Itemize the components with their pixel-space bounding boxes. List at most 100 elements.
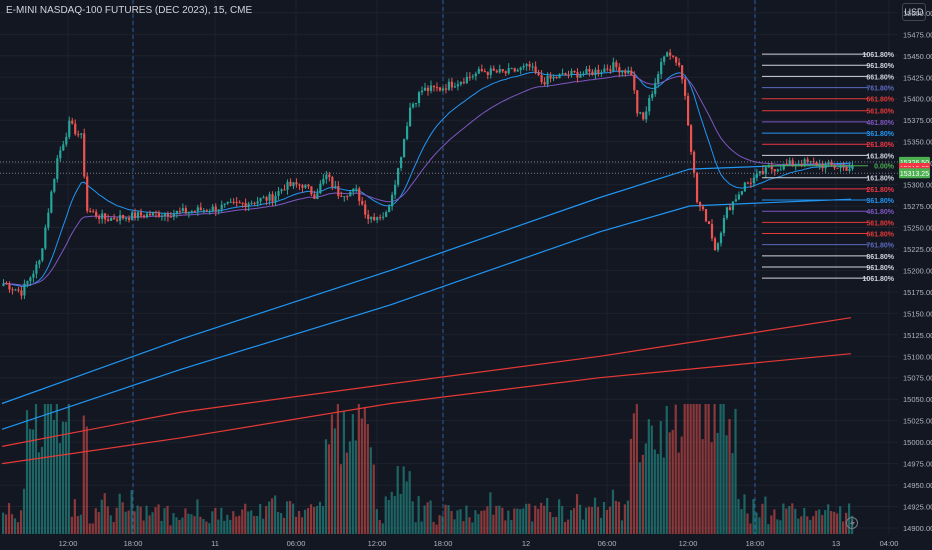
candle-body	[11, 289, 14, 291]
candle-body	[157, 212, 161, 217]
candle-body	[259, 198, 262, 202]
candle-body	[689, 125, 693, 152]
y-axis-tick-label: 15500.00	[903, 9, 932, 18]
candle-body	[591, 71, 594, 76]
x-axis-tick-label: 18:00	[124, 539, 143, 548]
volume-bar	[498, 505, 501, 534]
volume-bar	[737, 499, 740, 534]
fibonacci-level-label: 761.80%	[866, 243, 894, 250]
volume-bar	[740, 509, 743, 534]
symbol-title: E-MINI NASDAQ-100 FUTURES (DEC 2023), 15…	[6, 5, 253, 16]
candle-body	[630, 70, 633, 76]
volume-bar	[31, 429, 35, 534]
candle-body	[549, 75, 552, 79]
candle-body	[558, 74, 561, 79]
volume-bar	[7, 503, 11, 534]
volume-bar	[318, 501, 322, 534]
candle-body	[633, 75, 636, 91]
volume-bar	[85, 426, 88, 534]
fibonacci-level-label: 661.80%	[866, 232, 894, 239]
currency-button[interactable]: USD	[902, 3, 926, 21]
y-axis-tick-label: 15050.00	[903, 395, 932, 404]
volume-bar	[151, 512, 154, 534]
volume-bar	[797, 518, 800, 534]
candle-body	[77, 134, 80, 136]
candle-body	[761, 171, 764, 175]
volume-bar	[812, 516, 815, 534]
volume-bar	[145, 505, 148, 534]
candle-body	[92, 211, 95, 213]
volume-bar	[501, 507, 504, 534]
volume-bar	[363, 408, 366, 534]
y-axis-tick-label: 15425.00	[903, 73, 932, 82]
candle-body	[205, 210, 208, 212]
volume-bar	[429, 500, 432, 534]
volume-bar	[277, 511, 280, 534]
volume-bar	[4, 514, 8, 534]
y-axis-tick-label: 15350.00	[903, 138, 932, 147]
volume-bar	[522, 508, 525, 534]
candle-body	[519, 67, 522, 70]
candle-body	[382, 216, 385, 218]
volume-bar	[351, 414, 354, 534]
candle-body	[397, 168, 400, 185]
fibonacci-level-label: 661.80%	[866, 97, 894, 104]
volume-bar	[432, 521, 435, 534]
fibonacci-level-label: 861.80%	[866, 254, 894, 261]
candle-body	[226, 202, 229, 204]
volume-bar	[468, 517, 471, 534]
volume-bar	[722, 404, 725, 534]
candle-body	[426, 87, 430, 91]
volume-bar	[543, 505, 546, 534]
candle-body	[498, 69, 501, 73]
candle-body	[770, 166, 773, 170]
volume-bar	[555, 516, 558, 534]
volume-bar	[157, 504, 160, 534]
candle-body	[113, 217, 116, 220]
volume-bar	[513, 508, 516, 534]
y-axis-tick-label: 14900.00	[903, 524, 932, 533]
candle-body	[124, 218, 128, 220]
candle-body	[579, 74, 582, 78]
candle-body	[692, 151, 696, 173]
volume-bar	[683, 404, 686, 534]
volume-bar	[629, 438, 632, 534]
candle-body	[199, 207, 202, 211]
y-axis-tick-label: 14925.00	[903, 503, 932, 512]
candle-body	[552, 76, 555, 79]
candle-body	[698, 202, 702, 207]
volume-bar	[43, 404, 47, 534]
volume-bar	[593, 497, 597, 534]
volume-bar	[510, 520, 513, 534]
volume-bar	[695, 404, 698, 534]
fibonacci-level-label: 561.80%	[866, 220, 894, 227]
volume-bar	[525, 503, 528, 534]
candle-body	[145, 213, 149, 218]
candle-body	[567, 74, 570, 76]
volume-bar	[121, 502, 124, 534]
volume-bar	[10, 514, 14, 534]
volume-bar	[106, 506, 109, 534]
volume-bar	[450, 510, 453, 534]
y-axis-tick-label: 15225.00	[903, 245, 932, 254]
volume-bar	[271, 498, 274, 534]
volume-bar	[82, 415, 85, 534]
candle-body	[250, 202, 253, 204]
candle-body	[62, 144, 65, 151]
volume-bar	[28, 428, 32, 534]
volume-bar	[800, 516, 803, 534]
candle-body	[319, 183, 322, 194]
candle-body	[459, 81, 462, 85]
candle-body	[669, 52, 672, 56]
volume-bar	[791, 503, 794, 534]
volume-bar	[390, 491, 393, 534]
volume-bar	[76, 516, 79, 534]
candle-body	[358, 188, 361, 201]
volume-bar	[698, 404, 701, 534]
volume-bar	[253, 516, 256, 534]
volume-bar	[561, 506, 564, 534]
volume-bar	[564, 522, 567, 534]
candle-body	[151, 211, 155, 216]
candle-body	[525, 64, 528, 67]
